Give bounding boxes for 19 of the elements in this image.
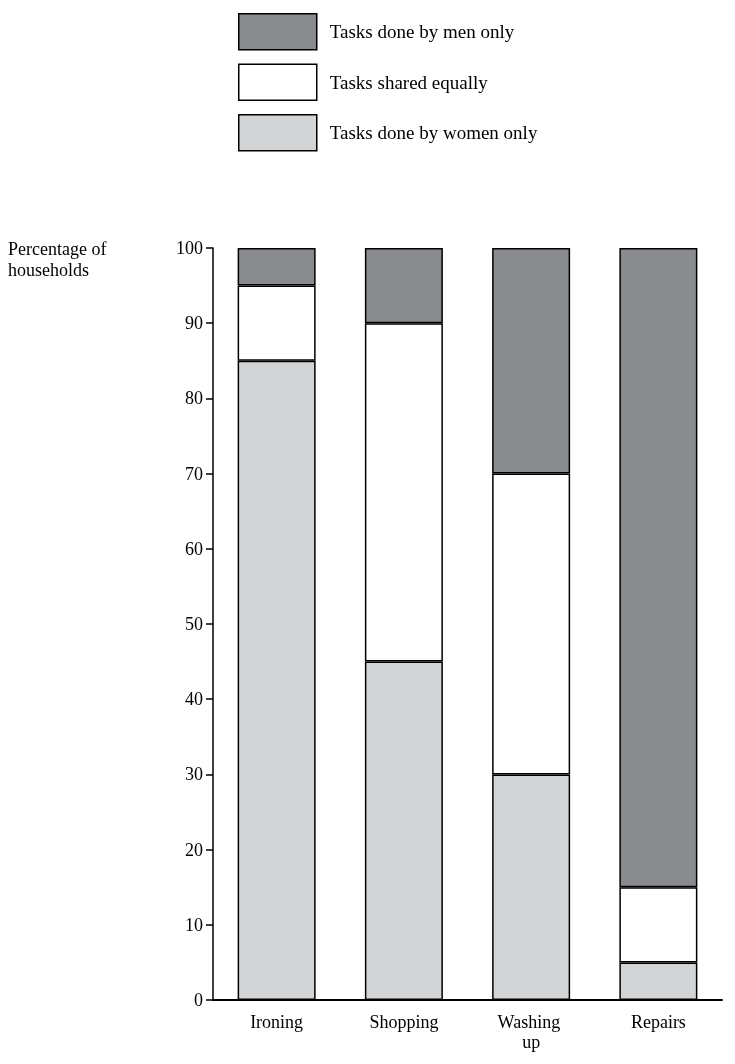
y-tick-label: 10 — [185, 914, 203, 935]
y-axis-title: Percentage of households — [8, 238, 111, 280]
y-tick-label: 20 — [185, 839, 203, 860]
y-tick-label: 50 — [185, 614, 203, 634]
y-tick-label: 80 — [185, 388, 203, 409]
y-tick-label: 40 — [185, 689, 203, 710]
x-tick-label: Ironing — [250, 1012, 304, 1032]
y-tick-label: 30 — [185, 764, 203, 785]
x-tick-label: Repairs — [630, 1012, 686, 1032]
legend-label: Tasks done by women only — [329, 122, 538, 144]
y-tick-label: 60 — [185, 538, 203, 559]
y-tick-label: 70 — [185, 463, 203, 484]
y-tick-label: 100 — [176, 238, 203, 258]
legend-label: Tasks shared equally — [329, 71, 489, 93]
x-tick-label: Washing up — [497, 1012, 565, 1052]
y-tick-label: 90 — [185, 313, 203, 334]
y-tick-label: 0 — [194, 990, 203, 1010]
x-tick-label: Shopping — [369, 1012, 439, 1032]
legend-label: Tasks done by men only — [329, 21, 515, 43]
